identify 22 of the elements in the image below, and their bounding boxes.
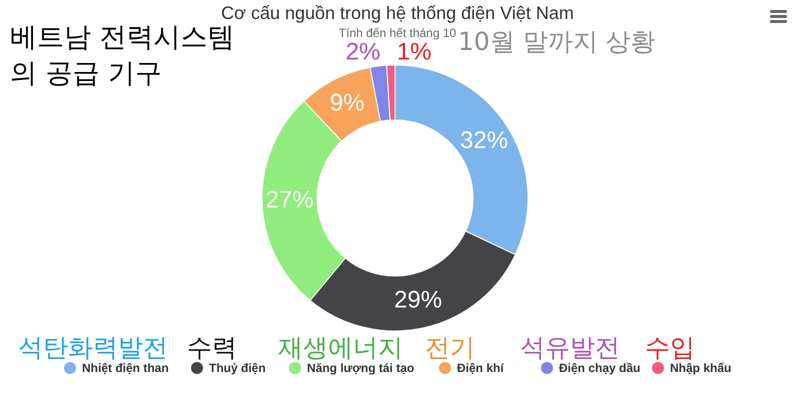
chart-title: Cơ cấu nguồn trong hệ thống điện Việt Nam xyxy=(221,3,574,23)
legend-label: Thuỷ điện xyxy=(209,361,266,375)
legend-label: Điện khí xyxy=(457,361,504,375)
legend-label: Nhập khẩu xyxy=(670,361,732,375)
data-label: 2% xyxy=(346,38,380,66)
data-label: 1% xyxy=(396,38,432,66)
text: 10월 말까지 상황 xyxy=(458,27,656,56)
data-label: 32% xyxy=(460,126,508,154)
text: 베트남 전력시스템 의 공급 기구 xyxy=(10,22,235,89)
data-label: 29% xyxy=(394,286,442,314)
text: 석탄화력발전 xyxy=(18,333,168,362)
text: 전기 xyxy=(425,333,475,362)
data-label: 27% xyxy=(266,186,314,214)
text: 수력 xyxy=(187,333,237,362)
text: 석유발전 xyxy=(520,333,620,362)
chart-subtitle: Tính đến hết tháng 10 xyxy=(338,26,457,40)
legend-label: Điện chạy dầu xyxy=(559,361,640,375)
legend-label: Năng lượng tái tạo xyxy=(307,361,414,375)
legend-label: Nhiệt điện than xyxy=(82,361,169,375)
data-label: 9% xyxy=(330,89,364,116)
text: 재생에너지 xyxy=(278,333,403,362)
text: 수입 xyxy=(645,333,695,362)
